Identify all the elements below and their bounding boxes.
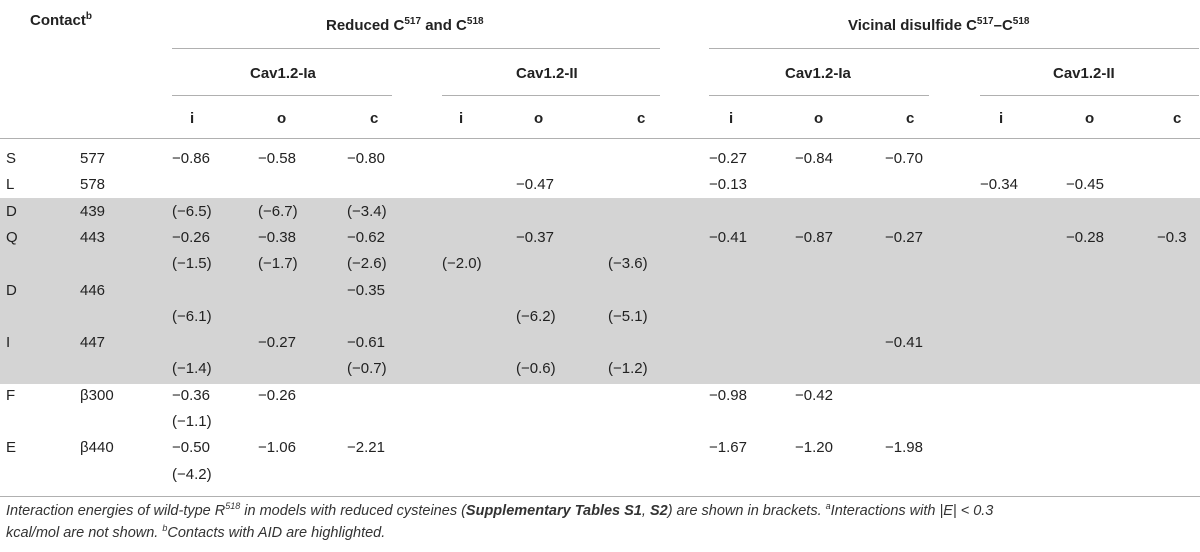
column-header-i: i bbox=[459, 110, 464, 127]
energy-cell: (−1.5) bbox=[172, 255, 212, 273]
header-bottom-rule bbox=[0, 138, 1200, 139]
table-caption: Interaction energies of wild-type R518 i… bbox=[6, 501, 994, 541]
subgroup-rule-3 bbox=[709, 95, 929, 96]
energy-cell: (−2.0) bbox=[442, 255, 482, 273]
sub-header-ii-reduced: Cav1.2-II bbox=[516, 65, 578, 82]
residue-cell: D bbox=[6, 202, 17, 220]
energy-cell: (−0.7) bbox=[347, 360, 387, 378]
energy-cell: (−1.4) bbox=[172, 360, 212, 378]
energy-cell: −0.61 bbox=[347, 334, 385, 352]
group-rule-vicinal bbox=[709, 48, 1199, 49]
energy-cell: (−0.6) bbox=[516, 360, 556, 378]
column-header-o: o bbox=[277, 110, 287, 127]
energy-cell: −0.84 bbox=[795, 150, 833, 167]
energy-cell: −0.45 bbox=[1066, 176, 1104, 194]
residue-number-cell: 443 bbox=[80, 228, 106, 246]
energy-cell: −0.87 bbox=[795, 228, 833, 246]
energy-cell: −0.13 bbox=[709, 176, 747, 194]
column-header-o: o bbox=[534, 110, 544, 127]
group-header-reduced: Reduced C517 and C518 bbox=[326, 16, 484, 34]
energy-cell: (−6.7) bbox=[258, 202, 298, 220]
energy-cell: (−3.6) bbox=[608, 255, 648, 273]
energy-cell: −0.50 bbox=[172, 439, 210, 457]
energy-cell: −0.62 bbox=[347, 228, 385, 246]
energy-cell: −1.06 bbox=[258, 439, 296, 457]
energy-cell: (−1.7) bbox=[258, 255, 298, 273]
residue-cell: S bbox=[6, 150, 17, 167]
column-header-o: o bbox=[1085, 110, 1095, 127]
energy-cell: −0.26 bbox=[172, 228, 210, 246]
column-header-c: c bbox=[1173, 110, 1182, 127]
residue-number-cell: 447 bbox=[80, 334, 106, 352]
residue-number-cell: 577 bbox=[80, 150, 106, 167]
column-header-i: i bbox=[190, 110, 195, 127]
energy-cell: (−1.2) bbox=[608, 360, 648, 378]
energy-cell: (−5.1) bbox=[608, 307, 648, 325]
energy-cell: −0.37 bbox=[516, 228, 554, 246]
energy-cell: −0.3 bbox=[1157, 228, 1187, 246]
energy-cell: −0.28 bbox=[1066, 228, 1104, 246]
energy-cell: (−3.4) bbox=[347, 202, 387, 220]
energy-cell: (−1.1) bbox=[172, 413, 212, 430]
subgroup-rule-1 bbox=[172, 95, 392, 96]
energy-cell: −0.80 bbox=[347, 150, 385, 167]
residue-number-cell: 439 bbox=[80, 202, 106, 220]
energy-cell: −2.21 bbox=[347, 439, 385, 457]
aid-highlight-band bbox=[0, 198, 1200, 384]
table-bottom-rule bbox=[0, 496, 1200, 497]
residue-number-cell: 446 bbox=[80, 281, 106, 299]
column-header-c: c bbox=[370, 110, 379, 127]
residue-cell: I bbox=[6, 334, 11, 352]
energy-cell: −0.27 bbox=[885, 228, 923, 246]
energy-cell: −1.67 bbox=[709, 439, 747, 457]
group-rule-reduced bbox=[172, 48, 660, 49]
energy-cell: −0.86 bbox=[172, 150, 210, 167]
energy-cell: (−4.2) bbox=[172, 465, 212, 483]
energy-cell: −0.41 bbox=[885, 334, 923, 352]
energy-cell: −1.20 bbox=[795, 439, 833, 457]
sub-header-ia-vicinal: Cav1.2-Ia bbox=[785, 65, 851, 82]
column-header-o: o bbox=[814, 110, 824, 127]
subgroup-rule-4 bbox=[980, 95, 1199, 96]
group-header-vicinal: Vicinal disulfide C517–C518 bbox=[848, 16, 1030, 34]
energy-cell: −1.98 bbox=[885, 439, 923, 457]
energy-cell: −0.47 bbox=[516, 176, 554, 194]
energy-cell: −0.35 bbox=[347, 281, 385, 299]
residue-cell: Q bbox=[6, 228, 18, 246]
energy-cell: −0.42 bbox=[795, 386, 833, 404]
residue-number-cell: β440 bbox=[80, 439, 114, 457]
column-header-c: c bbox=[637, 110, 646, 127]
energy-cell: −0.98 bbox=[709, 386, 747, 404]
energy-cell: −0.27 bbox=[258, 334, 296, 352]
energy-cell: (−2.6) bbox=[347, 255, 387, 273]
energy-cell: −0.58 bbox=[258, 150, 296, 167]
energy-cell: −0.26 bbox=[258, 386, 296, 404]
energy-cell: −0.41 bbox=[709, 228, 747, 246]
residue-cell: L bbox=[6, 176, 15, 194]
energy-cell: (−6.5) bbox=[172, 202, 212, 220]
energy-cell: −0.27 bbox=[709, 150, 747, 167]
energy-cell: −0.70 bbox=[885, 150, 923, 167]
energy-cell: (−6.1) bbox=[172, 307, 212, 325]
energy-cell: −0.34 bbox=[980, 176, 1018, 194]
sub-header-ia-reduced: Cav1.2-Ia bbox=[250, 65, 316, 82]
residue-number-cell: β300 bbox=[80, 386, 114, 404]
residue-cell: E bbox=[6, 439, 17, 457]
residue-cell: F bbox=[6, 386, 16, 404]
energy-cell: −0.38 bbox=[258, 228, 296, 246]
column-header-i: i bbox=[999, 110, 1004, 127]
column-header-c: c bbox=[906, 110, 915, 127]
energy-cell: (−6.2) bbox=[516, 307, 556, 325]
subgroup-rule-2 bbox=[442, 95, 660, 96]
sub-header-ii-vicinal: Cav1.2-II bbox=[1053, 65, 1115, 82]
residue-cell: D bbox=[6, 281, 17, 299]
contact-header: Contactb bbox=[30, 11, 92, 29]
residue-number-cell: 578 bbox=[80, 176, 106, 194]
column-header-i: i bbox=[729, 110, 734, 127]
energy-cell: −0.36 bbox=[172, 386, 210, 404]
